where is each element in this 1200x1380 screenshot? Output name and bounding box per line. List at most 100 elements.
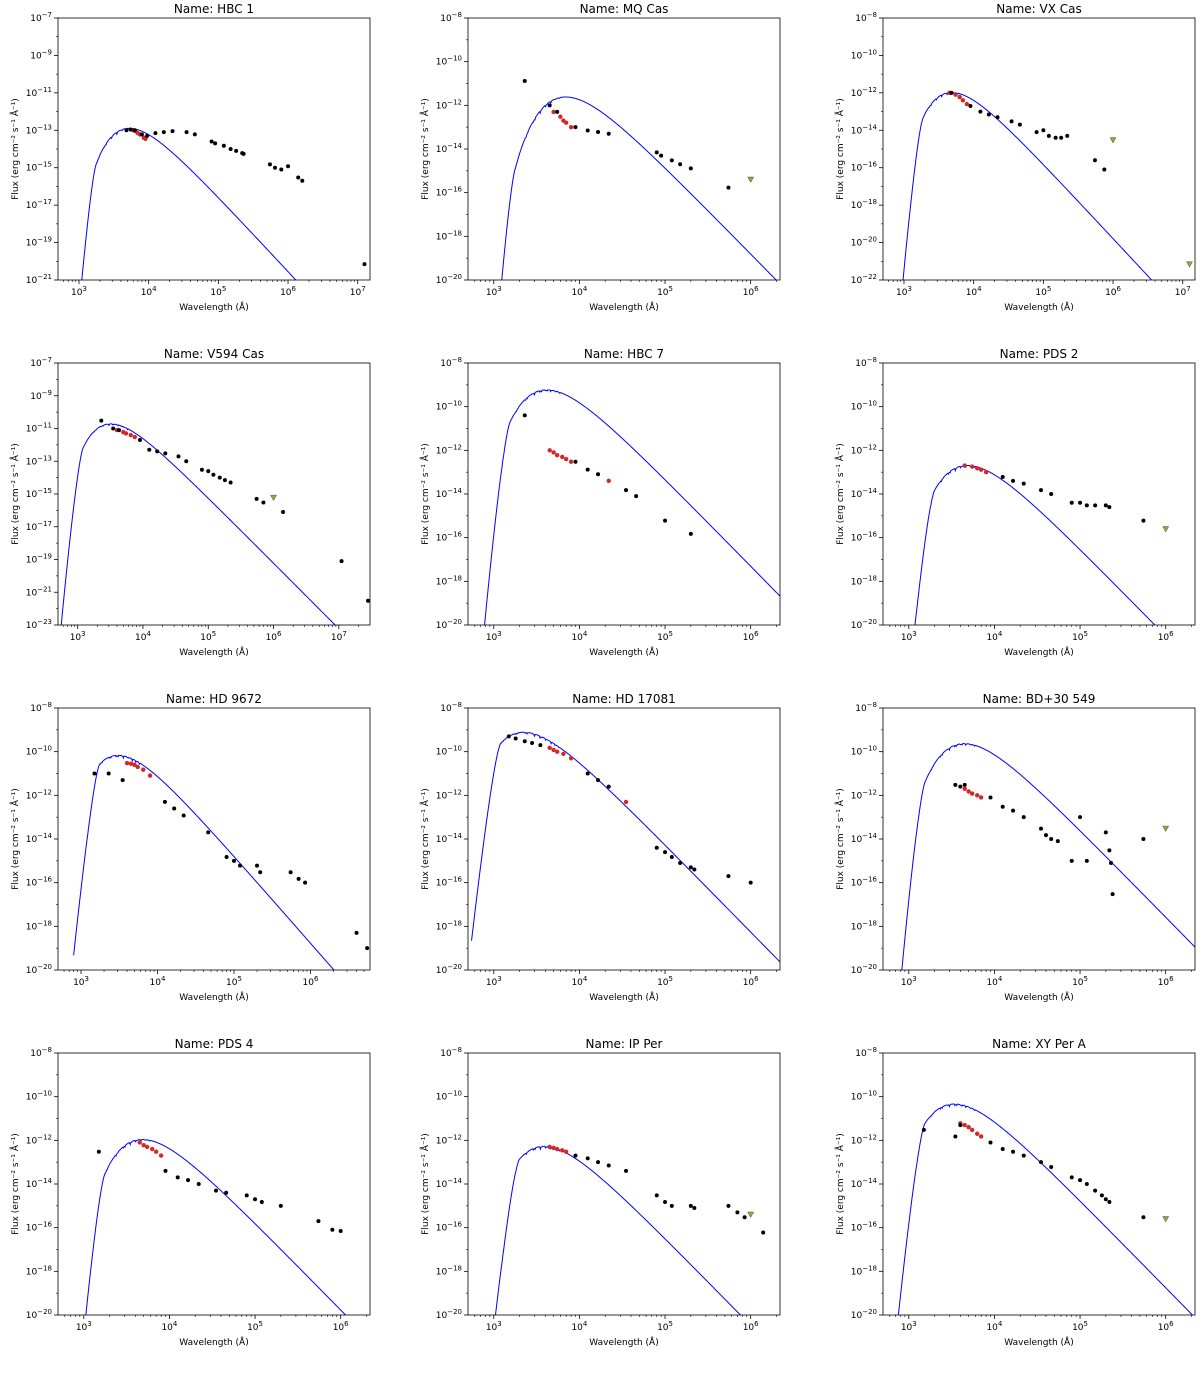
photometry-point — [254, 496, 259, 501]
y-tick-label: 10−8 — [855, 701, 877, 714]
photometry-point — [1078, 500, 1083, 505]
fitted-point — [124, 760, 130, 766]
y-tick-label: 10−9 — [30, 389, 52, 402]
photometry-point — [1000, 804, 1005, 809]
photometry-point — [128, 127, 133, 132]
photometry-point — [176, 454, 181, 459]
y-tick-label: 10−8 — [440, 1046, 462, 1059]
y-tick-label: 10−16 — [851, 161, 878, 174]
x-axis-label: Wavelength (Å) — [1004, 646, 1073, 658]
photometry-point — [921, 1127, 926, 1132]
photometry-point — [162, 799, 167, 804]
photometry-point — [184, 130, 189, 135]
upper-limit-marker — [747, 1211, 755, 1219]
chart-title: Name: HD 9672 — [166, 692, 262, 706]
photometry-point — [726, 874, 731, 879]
photometry-point — [692, 1205, 697, 1210]
photometry-point — [585, 771, 590, 776]
x-tick-label: 104 — [161, 1320, 177, 1333]
photometry-point — [688, 865, 693, 870]
x-tick-label: 104 — [141, 285, 157, 298]
photometry-point — [1103, 503, 1108, 508]
photometry-point — [120, 778, 125, 783]
photometry-point — [99, 418, 104, 423]
y-tick-label: 10−12 — [851, 1133, 877, 1146]
photometry-point — [181, 813, 186, 818]
photometry-point — [273, 165, 278, 170]
photometry-point — [365, 946, 370, 951]
x-tick-label: 103 — [76, 1320, 92, 1333]
fitted-point — [563, 456, 569, 462]
y-tick-label: 10−10 — [851, 48, 877, 61]
x-axis-label: Wavelength (Å) — [1004, 301, 1073, 313]
x-tick-label: 106 — [1158, 975, 1174, 988]
photometry-point — [659, 153, 664, 158]
y-axis-label: Flux (erg cm⁻² s⁻¹ Å⁻¹) — [9, 443, 21, 545]
photometry-point — [726, 185, 731, 190]
y-tick-label: 10−12 — [436, 443, 462, 456]
photometry-point — [214, 1188, 219, 1193]
y-tick-label: 10−15 — [26, 487, 52, 500]
x-axis-label: Wavelength (Å) — [179, 1336, 248, 1348]
x-tick-label: 103 — [71, 285, 87, 298]
x-tick-label: 104 — [986, 975, 1002, 988]
y-tick-label: 10−12 — [26, 788, 52, 801]
chart-title: Name: VX Cas — [996, 2, 1082, 16]
x-axis-label: Wavelength (Å) — [179, 991, 248, 1003]
y-tick-label: 10−20 — [26, 963, 52, 976]
photometry-point — [163, 1168, 168, 1173]
photometry-point — [362, 262, 367, 267]
x-tick-label: 105 — [657, 1320, 673, 1333]
y-tick-label: 10−12 — [436, 788, 462, 801]
model-spectrum-line — [494, 1145, 742, 1315]
x-tick-label: 106 — [1158, 630, 1174, 643]
photometry-point — [217, 475, 222, 480]
photometry-point — [573, 1153, 578, 1158]
y-tick-label: 10−18 — [436, 574, 462, 587]
photometry-point — [117, 428, 122, 433]
photometry-point — [748, 880, 753, 885]
x-tick-label: 106 — [333, 1320, 349, 1333]
photometry-point — [1092, 158, 1097, 163]
y-tick-label: 10−20 — [851, 618, 877, 631]
y-tick-label: 10−15 — [26, 161, 52, 174]
x-tick-label: 106 — [280, 285, 296, 298]
photometry-point — [296, 175, 301, 180]
photometry-point — [585, 128, 590, 133]
y-tick-label: 10−19 — [26, 236, 52, 249]
model-spectrum-line — [73, 754, 335, 970]
fitted-point — [969, 791, 975, 796]
photometry-point — [1069, 500, 1074, 505]
photometry-point — [1099, 1193, 1104, 1198]
photometry-point — [1055, 839, 1060, 844]
photometry-point — [288, 870, 293, 875]
photometry-point — [1141, 1215, 1146, 1220]
fitted-point — [135, 764, 140, 770]
x-axis-label: Wavelength (Å) — [179, 646, 248, 658]
chart-title: Name: HBC 1 — [174, 2, 254, 16]
y-axis-label: Flux (erg cm⁻² s⁻¹ Å⁻¹) — [834, 443, 846, 545]
photometry-point — [238, 863, 243, 868]
photometry-point — [1000, 475, 1005, 480]
photometry-point — [688, 1203, 693, 1208]
sed-chart: Name: PDS 4 103 104 105 106 10−20 10−18 10−16 10… — [9, 1037, 371, 1348]
x-axis-label: Wavelength (Å) — [589, 1336, 658, 1348]
y-tick-label: 10−11 — [26, 422, 52, 435]
photometry-point — [513, 736, 518, 741]
photometry-point — [1069, 1175, 1074, 1180]
model-spectrum-line — [897, 1103, 1194, 1315]
photometry-point — [663, 850, 668, 855]
photometry-point — [1107, 1199, 1112, 1204]
sed-chart: Name: MQ Cas 103 104 105 106 10−20 10−18 10−16 1… — [419, 2, 781, 313]
photometry-point — [669, 854, 674, 859]
fitted-point — [128, 432, 133, 438]
fitted-point — [147, 773, 153, 778]
y-tick-label: 10−14 — [851, 123, 878, 136]
photometry-point — [213, 141, 218, 146]
plot-frame — [467, 362, 781, 626]
photometry-point — [522, 79, 527, 84]
y-tick-label: 10−14 — [851, 487, 878, 500]
photometry-point — [259, 1199, 264, 1204]
x-tick-label: 105 — [1072, 975, 1088, 988]
fitted-point — [560, 454, 565, 460]
